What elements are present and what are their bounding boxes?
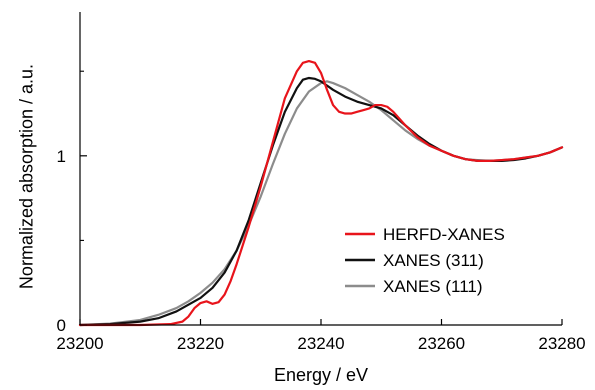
x-tick-label: 23220 bbox=[177, 334, 224, 353]
x-tick-label: 23280 bbox=[538, 334, 585, 353]
y-ticks: 01 bbox=[57, 70, 87, 335]
y-axis-title: Normalized absorption / a.u. bbox=[16, 64, 36, 289]
legend-label-xanes-311: XANES (311) bbox=[383, 251, 484, 270]
x-tick-label: 23260 bbox=[418, 334, 465, 353]
series-line-xanes-311 bbox=[78, 76, 564, 327]
x-ticks: 23200 23220 23240 23260 23280 bbox=[56, 319, 586, 353]
x-axis-title: Energy / eV bbox=[274, 365, 368, 385]
legend-label-xanes-111: XANES (111) bbox=[383, 277, 483, 296]
x-tick-label: 23200 bbox=[56, 334, 103, 353]
legend: HERFD-XANES XANES (311) XANES (111) bbox=[345, 225, 505, 296]
series-line-xanes-111 bbox=[78, 80, 564, 327]
legend-label-herfd-xanes: HERFD-XANES bbox=[383, 225, 505, 244]
y-tick-label: 1 bbox=[57, 147, 66, 166]
axes-layer bbox=[79, 12, 562, 326]
series-line-herfd-xanes bbox=[78, 59, 564, 327]
y-tick-label: 0 bbox=[57, 316, 66, 335]
x-tick-label: 23240 bbox=[297, 334, 344, 353]
series-layer bbox=[78, 59, 564, 327]
